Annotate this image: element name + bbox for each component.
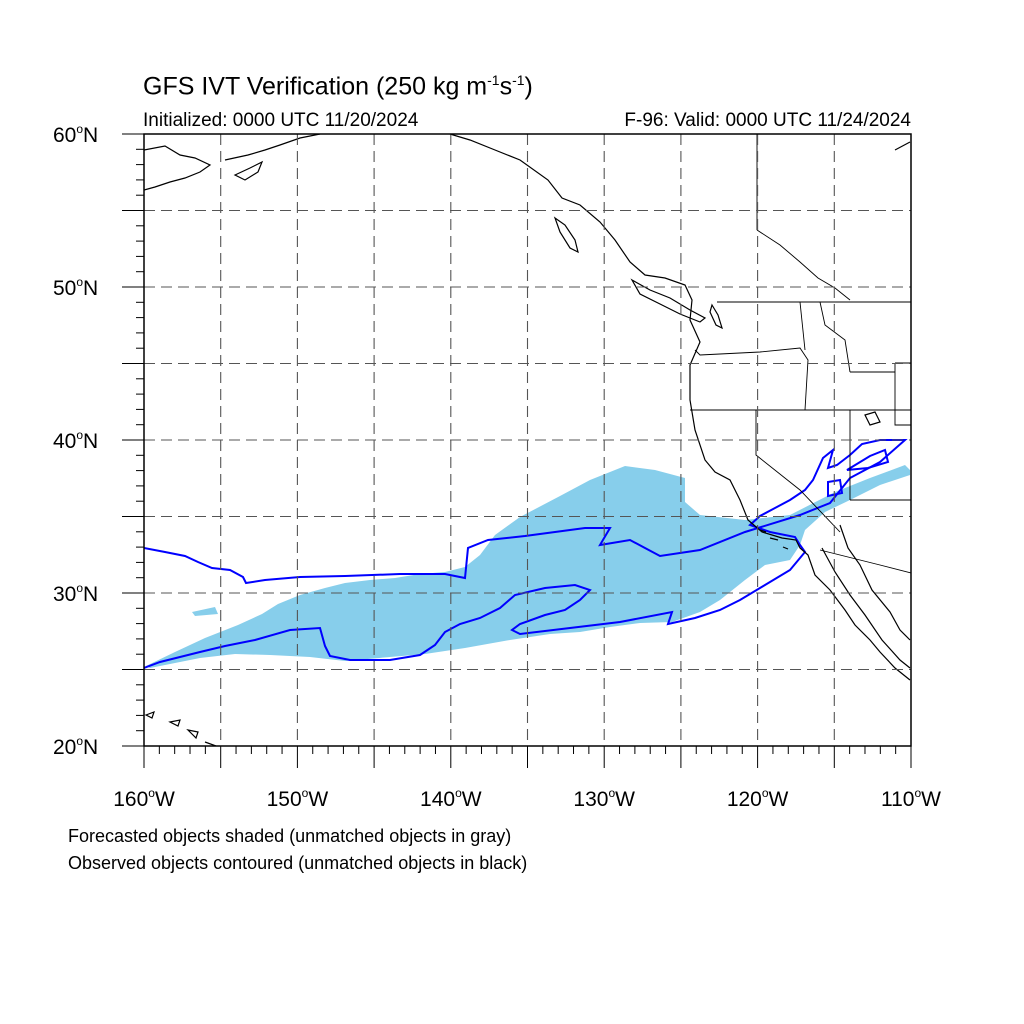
coastline-alaska-gulf [224, 134, 321, 161]
coastline-kodiak [233, 160, 264, 181]
hawaii-islands [144, 710, 217, 746]
lat-labels: 60oN 50oN 40oN 30oN 20oN [53, 122, 98, 759]
lat-label: 30oN [53, 581, 98, 606]
coastline-baja-inner [821, 547, 911, 669]
lon-label: 110oW [881, 786, 941, 811]
coastline-alaska-west [144, 145, 212, 191]
political-boundaries [690, 134, 911, 574]
coastline-gulf-of-california [839, 524, 911, 641]
lat-label: 20oN [53, 734, 98, 759]
valid-time: F-96: Valid: 0000 UTC 11/24/2024 [624, 110, 911, 131]
coastline-puget-sound [709, 303, 723, 330]
coastline-hudson-bay [894, 141, 911, 151]
observed-ivt-contour [827, 478, 844, 498]
lon-label: 140oW [420, 786, 482, 811]
channel-islands [759, 529, 789, 550]
lon-label: 120oW [727, 786, 789, 811]
lat-label: 40oN [53, 428, 98, 453]
forecast-ivt-fragment [192, 607, 218, 616]
lon-labels: 160oW 150oW 140oW 130oW 120oW 110oW [113, 786, 941, 811]
lat-label: 60oN [53, 122, 98, 147]
observed-legend-note: Observed objects contoured (unmatched ob… [68, 853, 528, 873]
observed-ivt-contour [846, 448, 890, 471]
coastline-north-america [449, 134, 911, 681]
forecast-legend-note: Forecasted objects shaded (unmatched obj… [68, 826, 512, 846]
coastline-vancouver-island [630, 278, 707, 323]
forecast-ivt-fragment [708, 556, 760, 570]
lat-label: 50oN [53, 275, 98, 300]
coastline-haida-gwaii [553, 216, 579, 254]
map-frame-and-grid [122, 133, 912, 768]
lon-label: 130oW [573, 786, 635, 811]
lon-label: 160oW [113, 786, 175, 811]
map-title: GFS IVT Verification (250 kg m-1s-1) [143, 72, 533, 101]
great-salt-lake [864, 411, 881, 426]
initialized-time: Initialized: 0000 UTC 11/20/2024 [143, 110, 419, 131]
lon-label: 150oW [267, 786, 329, 811]
